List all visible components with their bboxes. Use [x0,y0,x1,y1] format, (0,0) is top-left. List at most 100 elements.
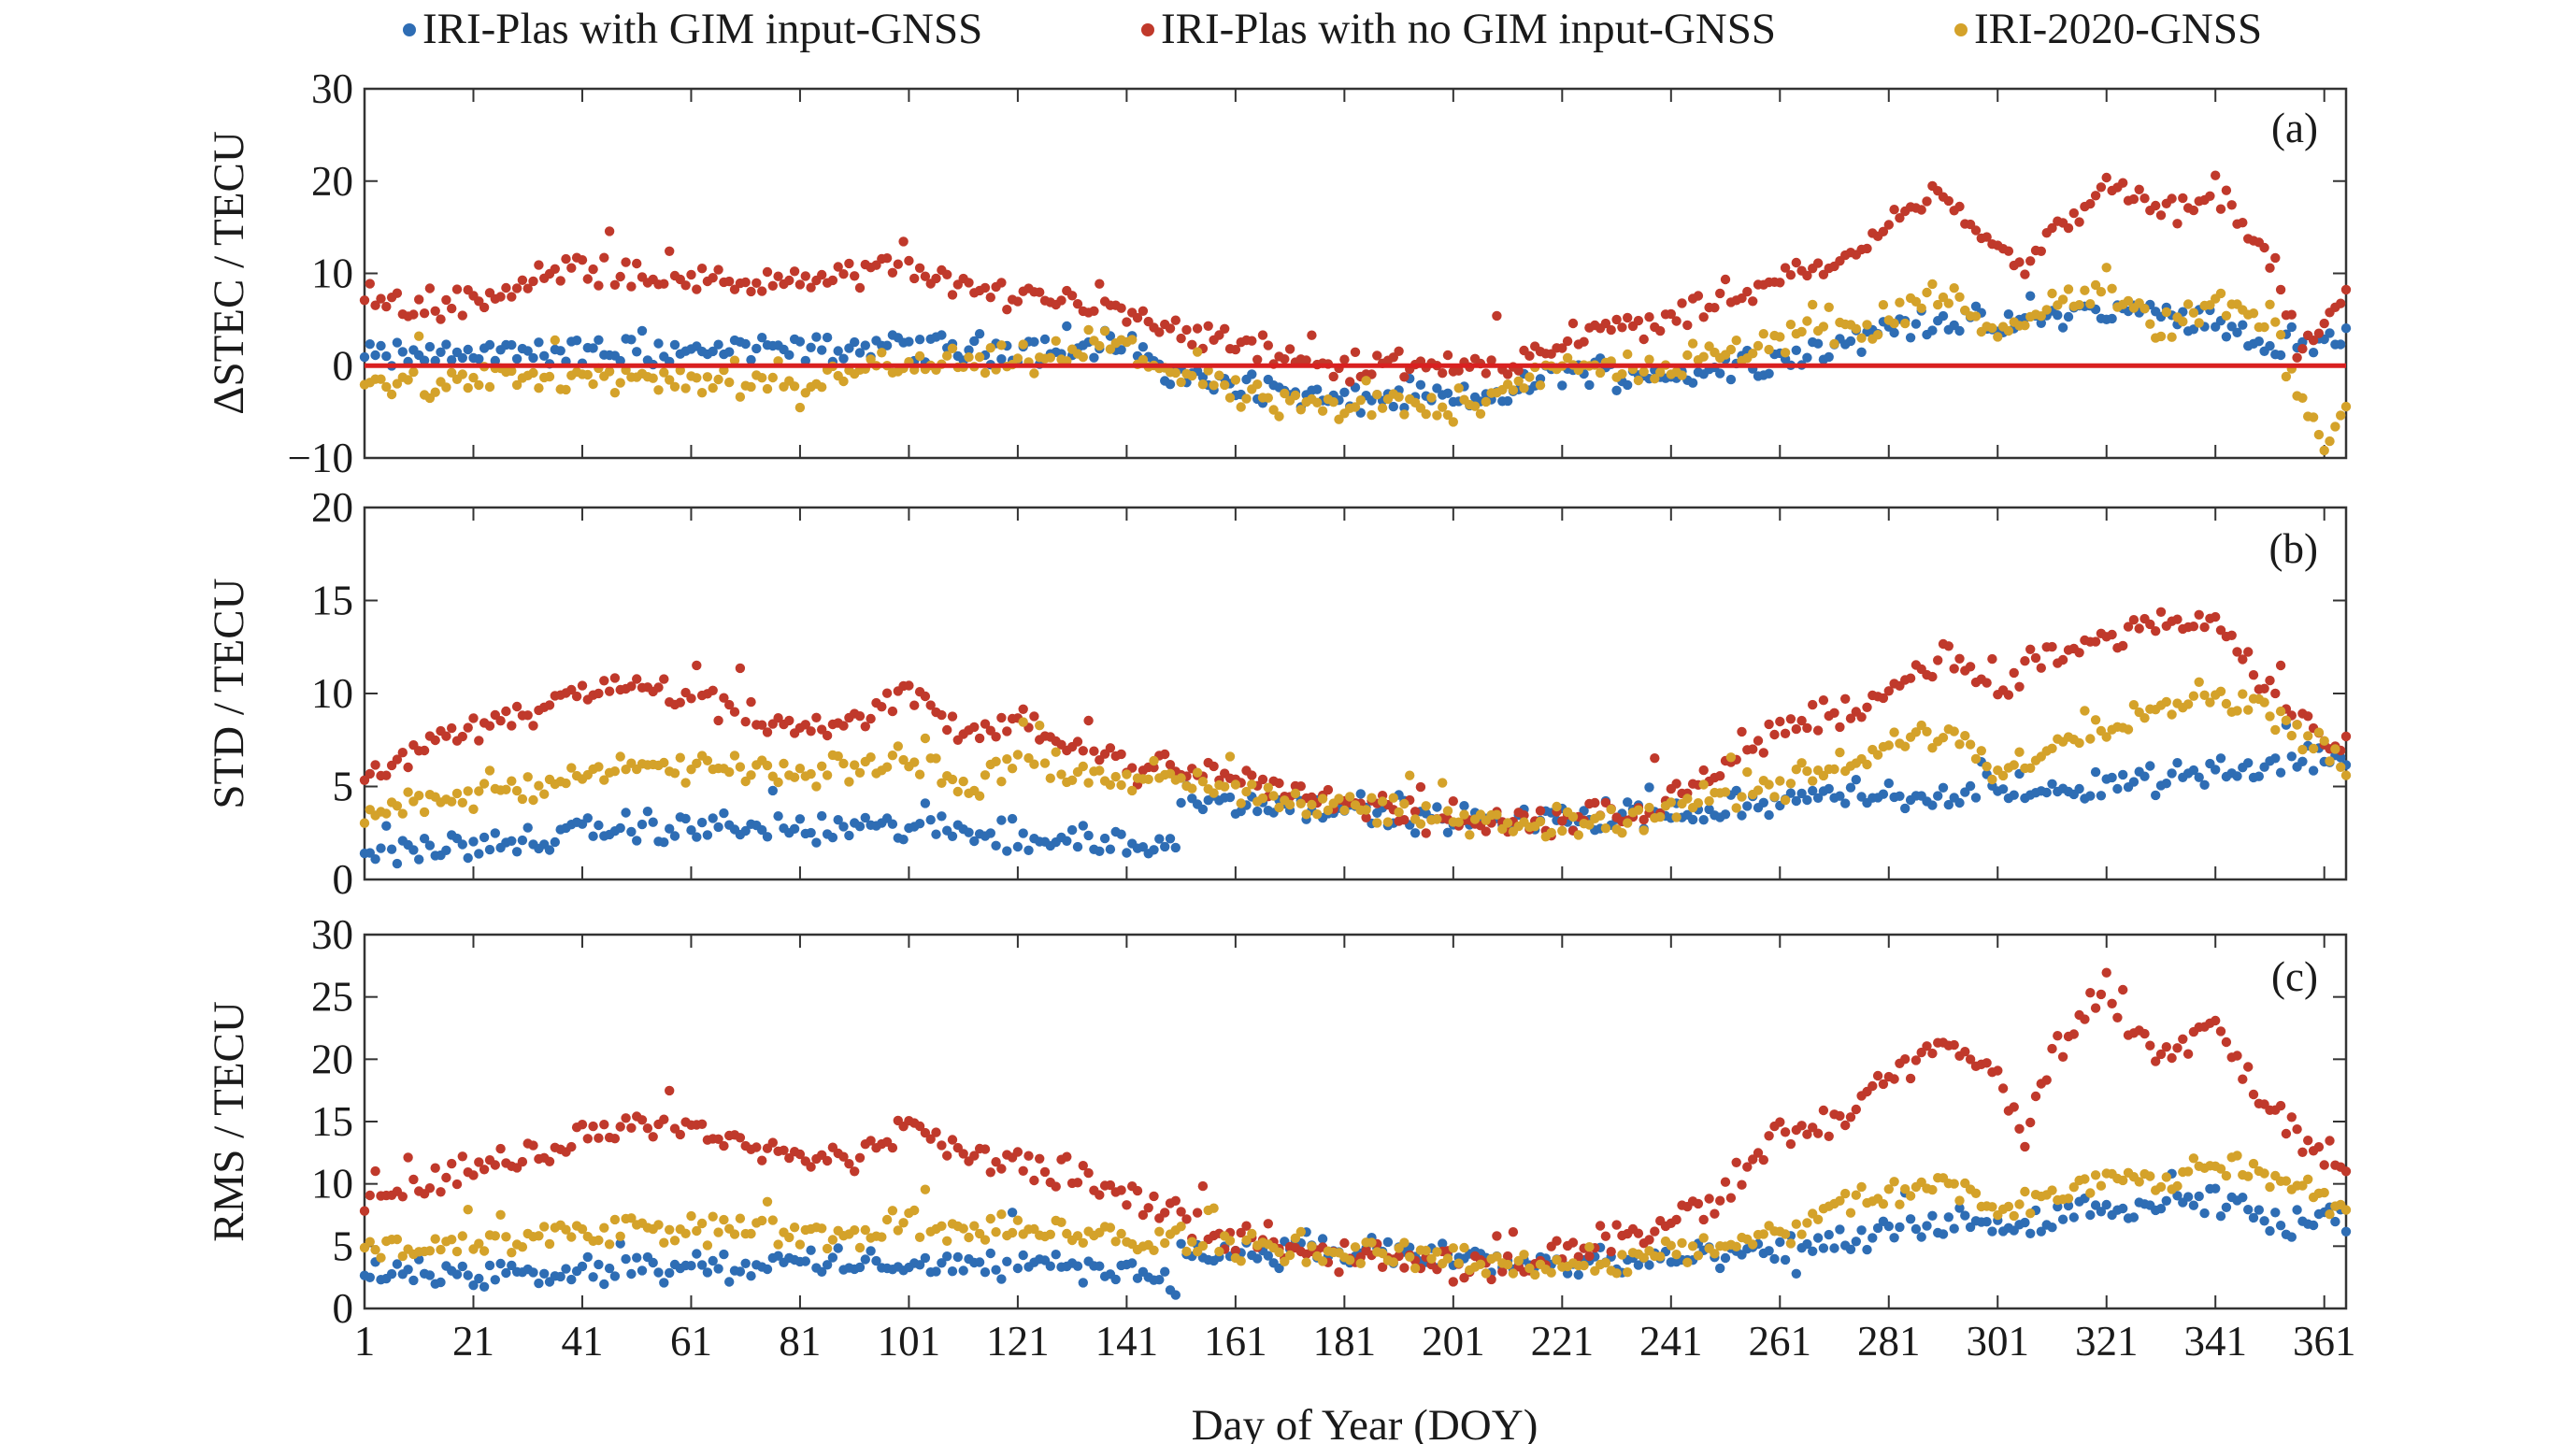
point-gim [811,332,822,342]
point-no-gim [1818,695,1829,706]
point-iri2020 [1295,405,1307,415]
point-gim [2199,779,2210,790]
point-no-gim [615,271,625,282]
point-iri2020 [1954,1195,1965,1206]
point-no-gim [740,717,751,727]
point-gim [2090,766,2101,778]
point-gim [822,1260,833,1270]
point-no-gim [2340,1166,2352,1177]
point-no-gim [2003,246,2014,256]
point-iri2020 [898,1218,909,1228]
point-gim [490,355,500,366]
point-no-gim [2057,654,2068,665]
y-tick-label: 20 [311,158,353,205]
point-gim [833,1243,843,1253]
point-no-gim [1889,1074,1899,1084]
point-gim [2009,790,2019,800]
point-gim [1851,775,1862,785]
point-iri2020 [866,354,876,365]
point-no-gim [609,673,621,683]
point-gim [637,325,648,336]
point-iri2020 [1535,380,1546,391]
point-gim [2063,311,2074,322]
point-iri2020 [403,787,413,797]
point-no-gim [566,263,577,273]
point-iri2020 [1764,779,1774,790]
point-gim [577,1261,588,1272]
point-iri2020 [1154,1226,1165,1237]
point-iri2020 [958,1223,968,1234]
point-no-gim [577,255,588,265]
point-no-gim [762,266,773,278]
point-gim [1062,836,1072,846]
point-gim [1252,806,1263,817]
point-iri2020 [1949,726,1959,736]
point-iri2020 [2167,709,2177,720]
point-iri2020 [1127,785,1138,796]
point-gim [1438,1238,1448,1249]
point-gim [1895,1222,1905,1233]
point-gim [1502,395,1513,407]
point-no-gim [1584,1251,1595,1262]
point-no-gim [1029,1175,1039,1186]
point-iri2020 [1878,300,1889,310]
point-iri2020 [702,755,713,765]
point-no-gim [665,1085,675,1096]
point-iri2020 [507,365,517,377]
point-no-gim [637,1115,648,1125]
point-gim [594,335,604,345]
point-iri2020 [511,379,522,391]
point-no-gim [779,1145,789,1156]
point-no-gim [937,709,947,721]
point-no-gim [2215,1026,2226,1037]
point-no-gim [806,726,816,736]
point-iri2020 [522,772,533,782]
point-gim [833,815,843,825]
point-no-gim [1399,1263,1410,1273]
point-no-gim [773,713,783,723]
point-iri2020 [2063,284,2074,294]
point-iri2020 [1584,1242,1595,1252]
point-iri2020 [659,1237,669,1248]
point-gim [740,338,751,350]
point-iri2020 [1508,385,1519,395]
point-iri2020 [1835,1195,1845,1207]
point-iri2020 [1415,819,1426,829]
point-no-gim [1280,354,1290,365]
point-no-gim [2199,622,2210,633]
point-gim [1687,814,1698,825]
point-no-gim [2009,1102,2019,1112]
point-no-gim [925,700,936,710]
point-gim [1176,797,1186,808]
point-no-gim [985,1167,996,1178]
x-tick-label: 141 [1095,1318,1159,1365]
point-gim [1083,830,1094,841]
point-gim [1943,799,1953,810]
point-iri2020 [827,1235,838,1245]
point-no-gim [1508,1227,1519,1237]
point-gim [1432,802,1442,812]
point-no-gim [2226,630,2237,640]
point-iri2020 [2080,1174,2090,1184]
point-gim [1687,378,1698,388]
point-gim [659,1278,669,1288]
point-iri2020 [1900,1184,1911,1194]
point-no-gim [1018,1165,1028,1177]
point-iri2020 [2313,727,2325,737]
point-no-gim [1878,1079,1889,1090]
point-iri2020 [403,375,413,385]
point-gim [501,1267,511,1279]
point-no-gim [1812,1128,1824,1138]
point-gim [827,1252,838,1263]
point-no-gim [1780,263,1791,273]
point-no-gim [1693,291,1704,301]
point-iri2020 [1323,805,1334,816]
point-iri2020 [1824,302,1834,312]
point-gim [1224,792,1236,803]
point-gim [1274,1263,1284,1274]
point-no-gim [838,721,849,731]
point-gim [376,340,386,351]
point-iri2020 [1796,326,1807,337]
point-iri2020 [1214,1246,1224,1257]
